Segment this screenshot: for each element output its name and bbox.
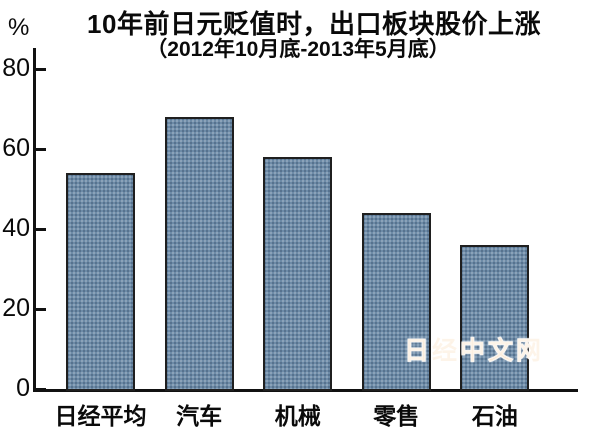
y-axis-unit-label: %: [8, 14, 30, 41]
y-tick-0: [36, 388, 46, 391]
y-tick-40: [36, 228, 46, 231]
bar-日经平均: [66, 173, 135, 391]
bar-零售: [361, 213, 431, 391]
y-tick-20: [36, 308, 46, 311]
bar-机械: [263, 157, 333, 391]
y-tick-label-60: 60: [2, 134, 30, 162]
bar-石油: [460, 245, 530, 391]
chart-subtitle: （2012年10月底-2013年5月底）: [146, 38, 450, 61]
y-tick-60: [36, 148, 46, 151]
x-axis-label-日经平均: 日经平均: [54, 403, 147, 429]
bar-汽车: [164, 117, 234, 391]
x-axis-label-石油: 石油: [471, 403, 518, 429]
x-axis-label-机械: 机械: [274, 403, 321, 429]
y-tick-label-40: 40: [2, 214, 30, 242]
x-axis-label-汽车: 汽车: [176, 403, 223, 429]
y-tick-label-80: 80: [2, 54, 30, 82]
y-axis-line: [33, 48, 36, 392]
x-axis-label-零售: 零售: [373, 403, 420, 429]
watermark: 日经中文网: [403, 337, 545, 366]
y-tick-80: [36, 68, 46, 71]
y-tick-label-0: 0: [16, 374, 30, 402]
chart-title: 10年前日元贬值时，出口板块股价上涨: [87, 9, 541, 39]
y-tick-label-20: 20: [2, 294, 30, 322]
